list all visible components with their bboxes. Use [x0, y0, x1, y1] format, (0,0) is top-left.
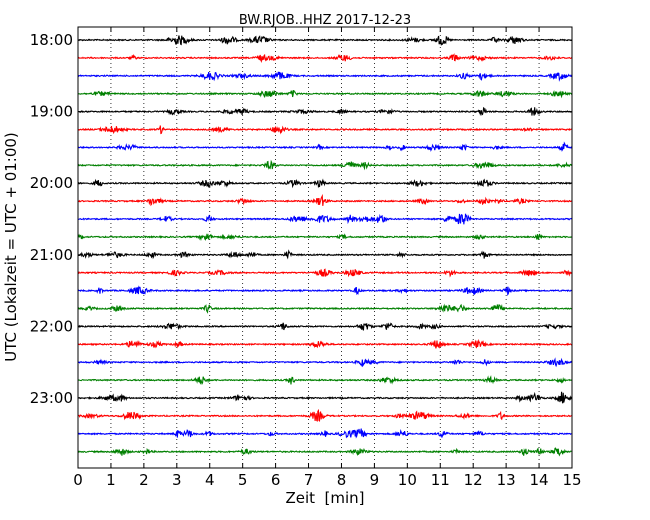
x-tick-label: 3 [172, 471, 182, 489]
y-axis-label: UTC (Lokalzeit = UTC + 01:00) [2, 132, 20, 362]
plot-frame [77, 26, 573, 469]
seismic-trace [77, 285, 573, 296]
seismic-trace [77, 89, 573, 99]
y-axis: 18:00 19:00 20:00 21:00 22:00 23:00 [30, 31, 572, 407]
chart-title: BW.RJOB..HHZ 2017-12-23 [239, 13, 411, 28]
x-axis-label: Zeit [min] [285, 489, 364, 507]
seismic-trace [77, 178, 573, 189]
seismic-trace [77, 249, 573, 260]
seismic-trace [77, 35, 573, 46]
x-tick-label: 11 [431, 471, 450, 489]
x-tick-label: 1 [106, 471, 116, 489]
grid-lines [110, 27, 540, 468]
seismic-trace [77, 159, 573, 171]
seismic-trace [77, 375, 573, 385]
seismic-trace [77, 71, 573, 82]
seismic-trace [77, 428, 573, 439]
x-tick-label: 12 [464, 471, 483, 489]
y-tick-label: 23:00 [30, 389, 73, 407]
x-tick-label: 14 [530, 471, 549, 489]
trace-group [77, 35, 573, 457]
x-tick-label: 8 [337, 471, 347, 489]
y-tick-label: 19:00 [30, 103, 73, 121]
x-tick-label: 2 [139, 471, 149, 489]
x-tick-label: 5 [238, 471, 248, 489]
seismic-trace [77, 322, 573, 331]
x-axis: 0 1 2 3 4 5 6 7 8 9 10 11 12 13 14 15 [73, 27, 582, 489]
seismic-trace [77, 53, 573, 64]
seismic-trace [77, 141, 573, 152]
y-tick-label: 20:00 [30, 174, 73, 192]
x-tick-label: 0 [73, 471, 83, 489]
x-tick-label: 10 [398, 471, 417, 489]
seismic-trace [77, 233, 573, 242]
x-tick-label: 15 [562, 471, 581, 489]
x-tick-label: 9 [370, 471, 380, 489]
seismic-trace [77, 303, 573, 314]
seismic-trace [77, 391, 573, 404]
y-tick-label: 18:00 [30, 31, 73, 49]
seismic-trace [77, 125, 573, 135]
x-tick-label: 4 [205, 471, 215, 489]
x-tick-label: 13 [497, 471, 516, 489]
seismic-trace [77, 338, 573, 349]
seismic-trace [77, 408, 573, 422]
seismic-trace [77, 447, 573, 457]
seismic-trace [77, 357, 573, 368]
x-tick-label: 7 [304, 471, 314, 489]
x-tick-label: 6 [271, 471, 281, 489]
seismic-trace [77, 268, 573, 278]
seismic-trace [77, 106, 573, 117]
seismic-trace [77, 213, 573, 225]
seismic-trace [77, 193, 573, 207]
y-tick-label: 22:00 [30, 317, 73, 335]
y-tick-label: 21:00 [30, 246, 73, 264]
